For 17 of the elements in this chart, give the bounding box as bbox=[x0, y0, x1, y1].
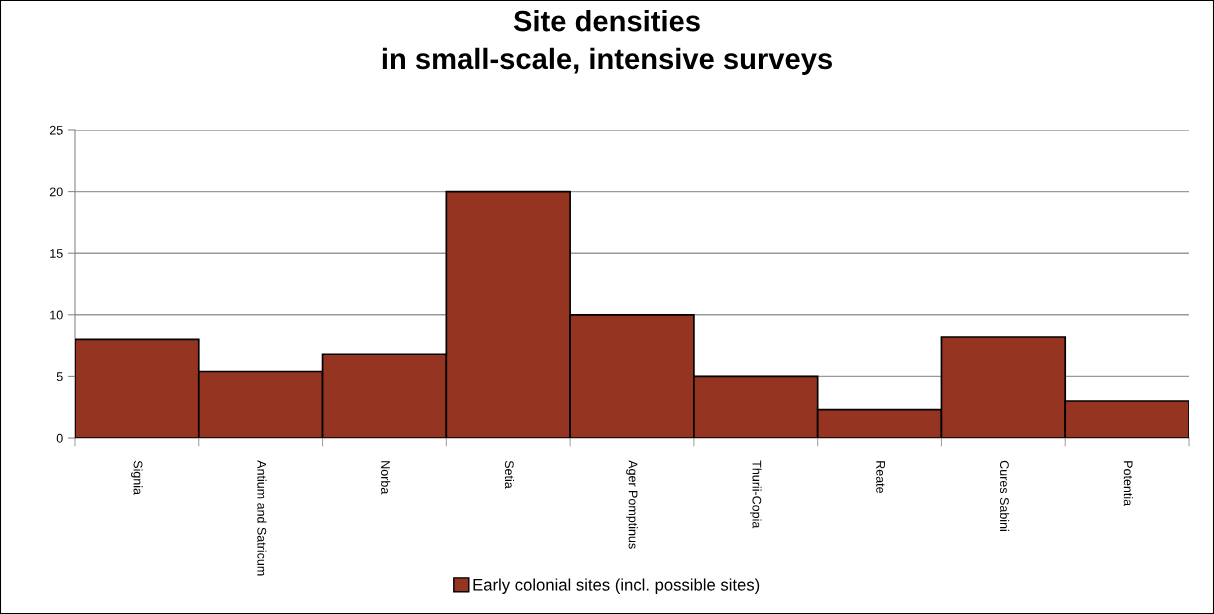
x-tick-label: Setia bbox=[504, 460, 515, 489]
x-tick-label: Potentia bbox=[1123, 461, 1133, 507]
x-tick-label: Cures Sabini bbox=[999, 460, 1010, 531]
x-tick-label: Ager Pomptinus bbox=[626, 460, 638, 549]
legend-label: Early colonial sites (incl. possible sites) bbox=[473, 578, 760, 594]
x-tick-label: Signia bbox=[131, 460, 143, 495]
y-tick-label: 15 bbox=[50, 249, 63, 258]
x-tick-label: Reate bbox=[876, 461, 885, 494]
y-tick-label: 5 bbox=[56, 372, 63, 382]
y-tick-label: 10 bbox=[50, 310, 63, 320]
x-tick-label: Norba bbox=[381, 461, 391, 495]
y-tick-label: 20 bbox=[49, 187, 63, 197]
chart-title: Site densities in small-scale, intensive surveys bbox=[382, 10, 832, 75]
y-tick-label: 0 bbox=[56, 433, 63, 443]
y-tick-label: 25 bbox=[49, 125, 63, 135]
x-tick-label: Antium and Satricum bbox=[257, 460, 267, 576]
x-tick-label: Thurii-Copia bbox=[749, 460, 762, 529]
